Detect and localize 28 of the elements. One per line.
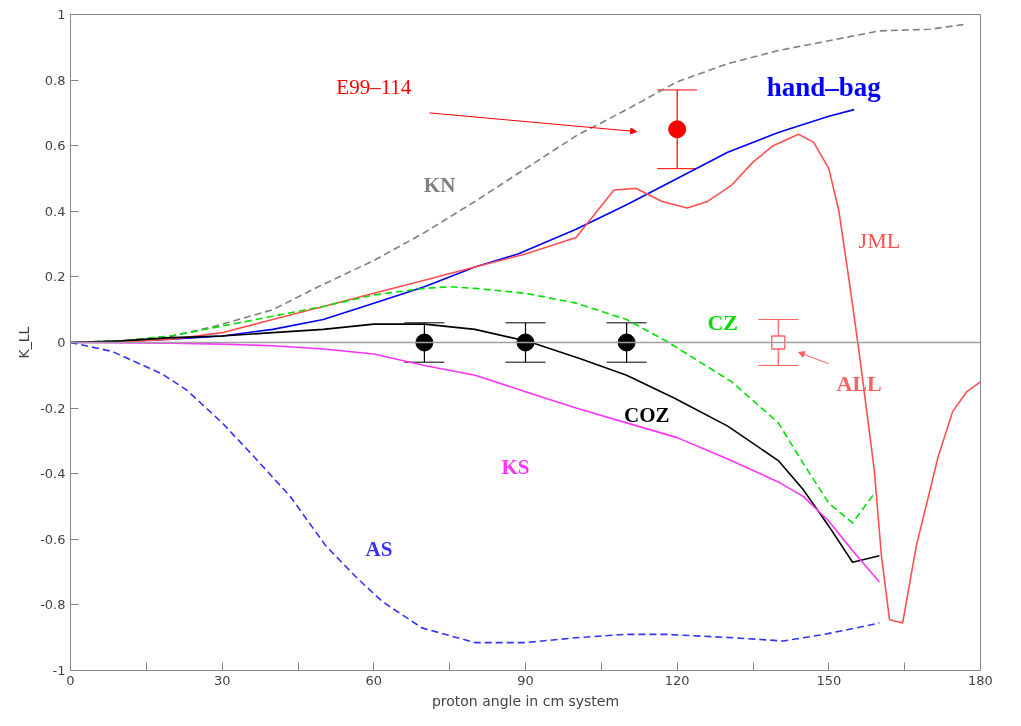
series-label: KN [423,173,456,198]
y-tick-label: 0.4 [44,203,66,219]
y-tick-label: -0.6 [40,531,66,547]
series-label: JML [858,228,901,254]
y-tick-label: -1 [52,663,66,678]
series-label: CZ [707,310,738,336]
y-tick-label: 0.6 [44,138,66,154]
series-label: hand–bag [766,71,882,102]
y-tick-label: 0.2 [44,269,66,285]
series-label: COZ [624,402,670,427]
x-tick-label: 60 [365,672,383,688]
y-tick-label: -0.8 [40,597,66,613]
x-tick-label: 150 [816,672,842,688]
x-tick-label: 120 [664,672,690,688]
x-tick-label: 180 [968,672,993,688]
y-tick-label: -0.4 [40,466,66,482]
y-axis-title: K_LL [16,326,33,359]
text: E99–114 [336,74,412,99]
x-tick-label: 30 [213,672,231,688]
y-tick-label: -0.2 [40,400,66,416]
y-tick-label: 1 [57,7,66,22]
text: KS [501,455,530,480]
line-series [70,341,881,644]
series-label: AS [365,537,393,562]
x-tick-label: 90 [517,672,534,688]
y-tick-label: 0 [57,335,66,350]
y-tick-label: 0.8 [44,72,66,88]
x-axis-title: proton angle in cm system [431,692,620,709]
